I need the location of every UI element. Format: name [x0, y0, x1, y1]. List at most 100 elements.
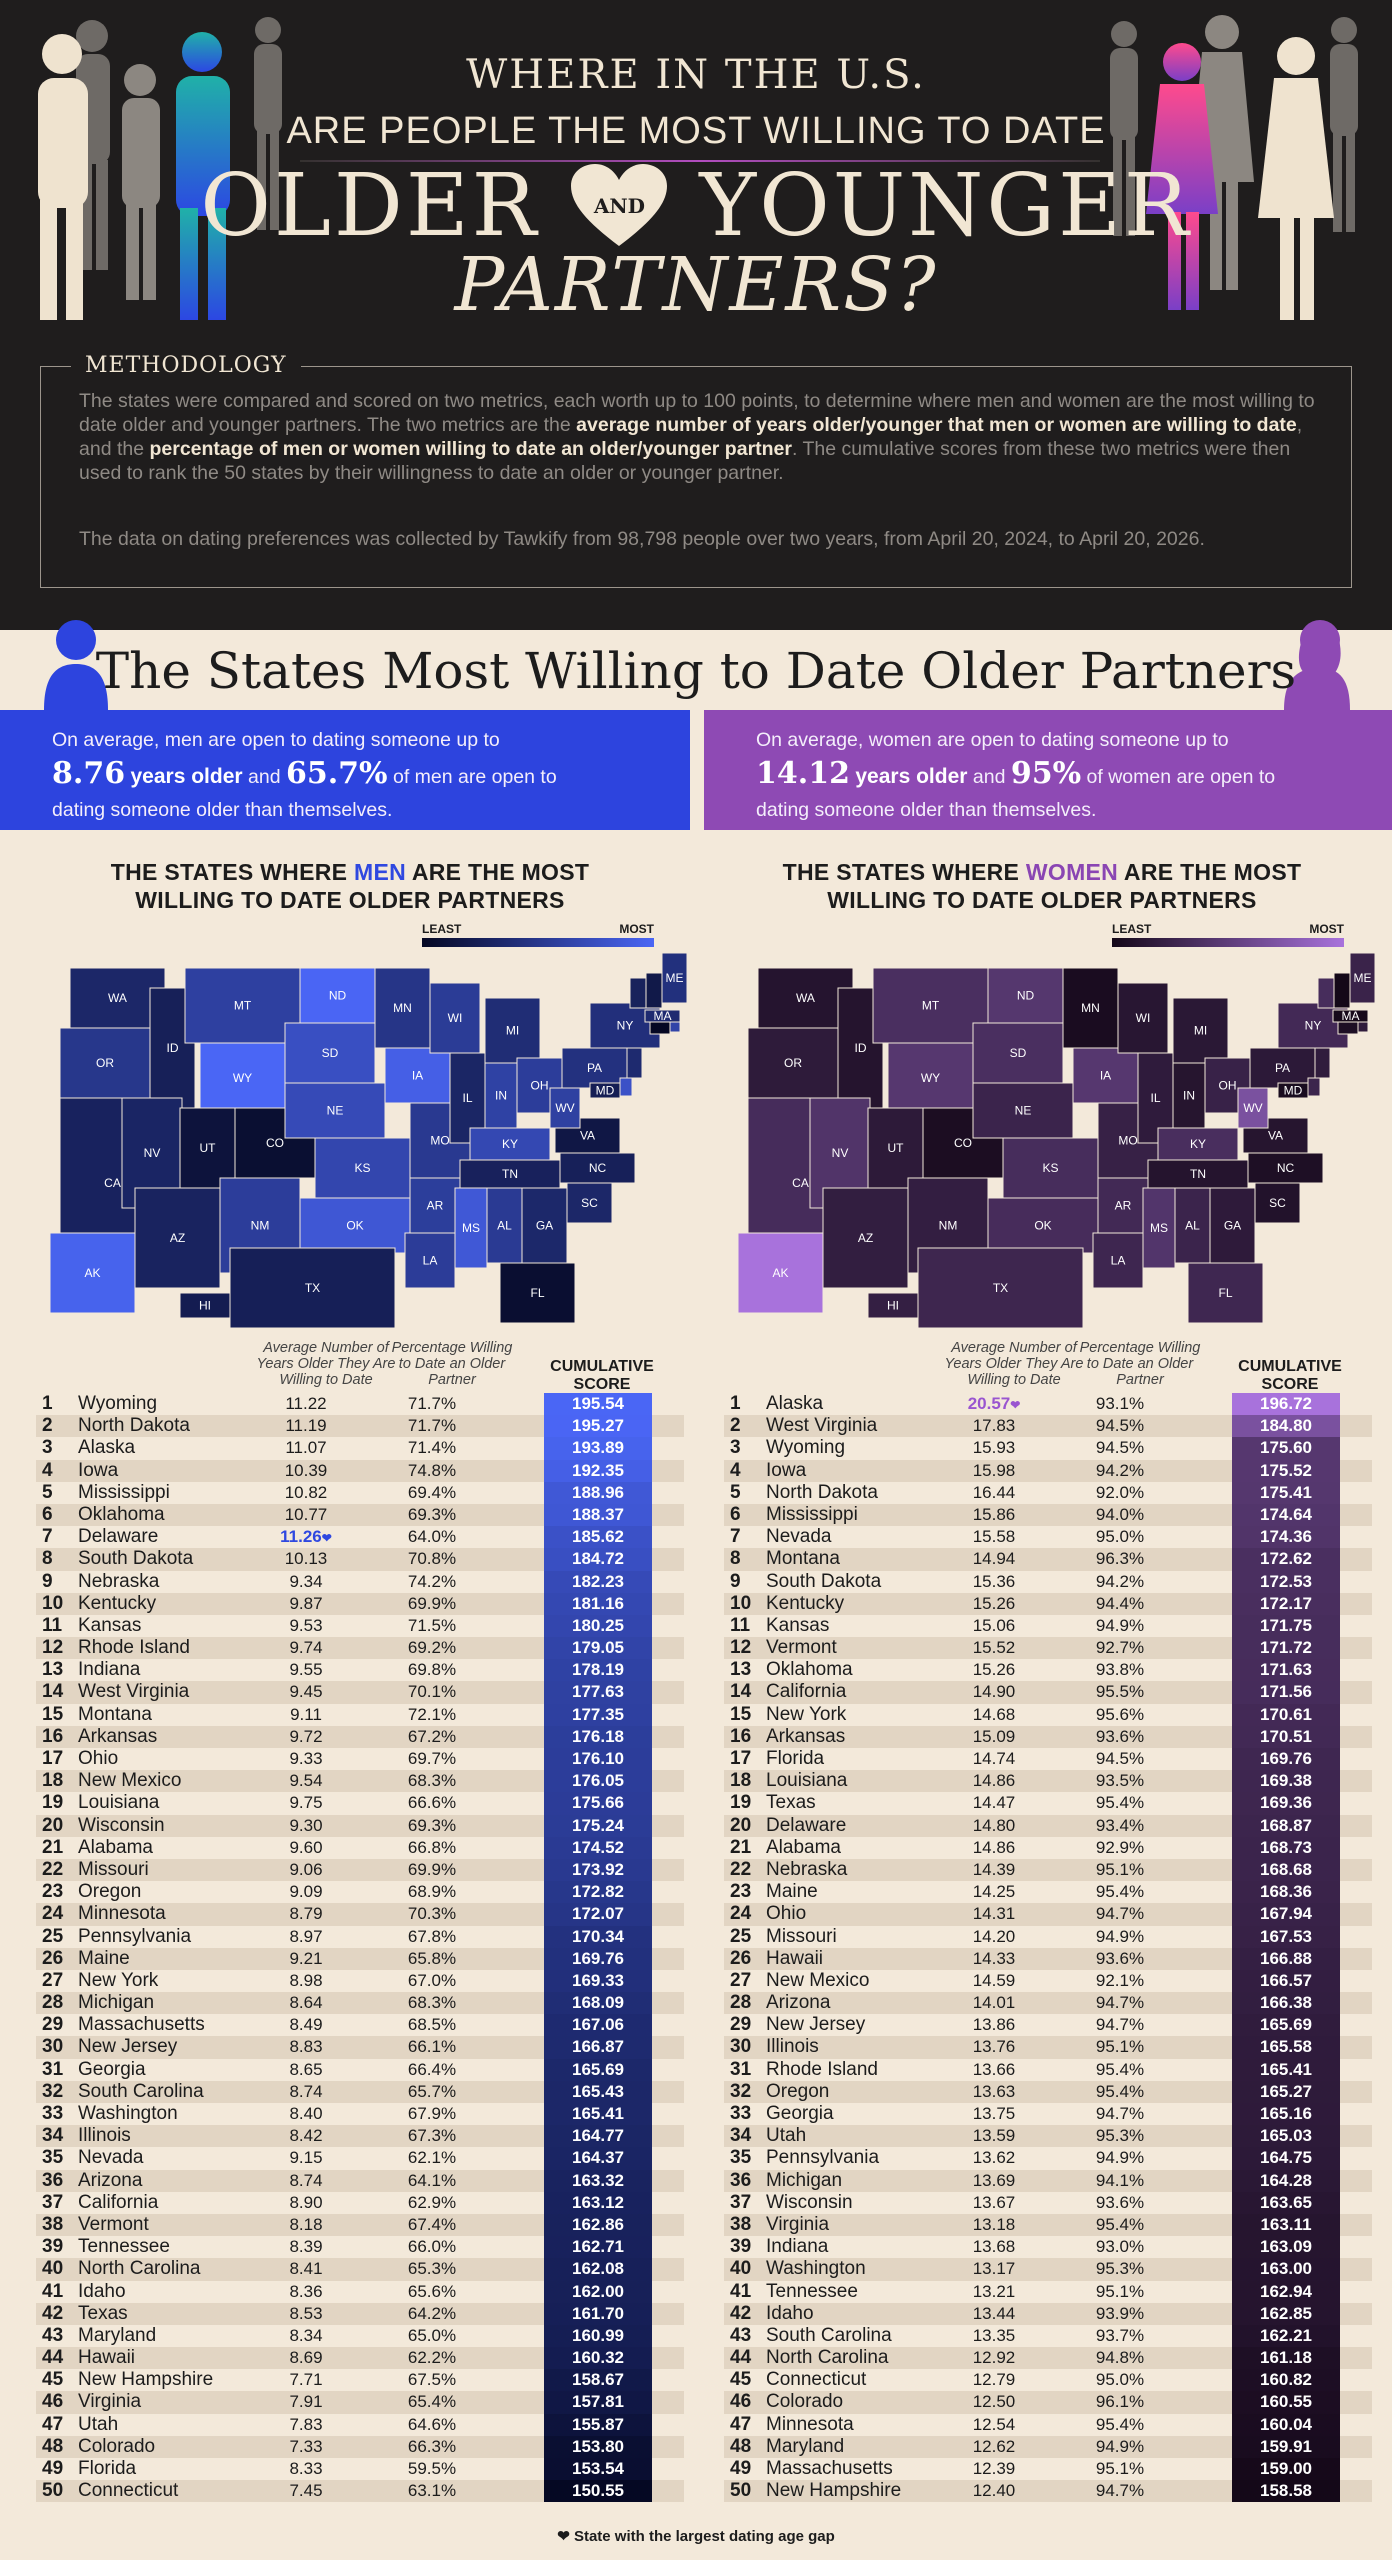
men-state: North Carolina [78, 2258, 201, 2280]
women-map-label: SC [1269, 1196, 1286, 1210]
headline-line-1: WHERE IN THE U.S. [466, 52, 926, 98]
men-state: Utah [78, 2413, 119, 2435]
headline-older: OLDER [200, 156, 540, 256]
women-state: Indiana [766, 2236, 829, 2258]
women-table-row: 8 Montana 14.94 96.3% 172.62 [724, 1548, 1372, 1571]
men-score-cell: 181.16 [544, 1592, 652, 1615]
women-score-cell: 171.56 [1232, 1681, 1340, 1704]
women-years-value: 14.20 [972, 1926, 1016, 1946]
men-table-row: 5 Mississippi 10.82 69.4% 188.96 [36, 1481, 684, 1504]
men-map-label: TN [502, 1167, 518, 1181]
women-state: New Mexico [766, 1969, 870, 1991]
women-map-label: KY [1190, 1137, 1206, 1151]
men-largest-gap-value: 11.26 [280, 1527, 322, 1547]
men-state: New Hampshire [78, 2369, 214, 2391]
women-rank: 8 [730, 1548, 741, 1570]
men-map-state-mn [374, 967, 431, 1049]
women-years-value: 14.80 [972, 1815, 1016, 1835]
women-pct-value: 95.0% [1095, 2370, 1145, 2390]
men-rank: 6 [42, 1503, 53, 1525]
women-score-cell: 170.61 [1232, 1703, 1340, 1726]
women-pct-value: 94.5% [1095, 1416, 1145, 1436]
men-state: Wisconsin [78, 1814, 165, 1836]
women-state: Texas [766, 1792, 816, 1814]
women-score-cell: 167.53 [1232, 1925, 1340, 1948]
men-table-row: 14 West Virginia 9.45 70.1% 177.63 [36, 1681, 684, 1704]
women-score-cell: 165.27 [1232, 2080, 1340, 2103]
men-map-label: MO [430, 1134, 449, 1148]
women-score-header-1: CUMULATIVE [1238, 1358, 1342, 1375]
women-map-label: MI [1194, 1024, 1207, 1038]
women-map-label: IN [1183, 1089, 1195, 1103]
men-pct-value: 65.4% [407, 2392, 457, 2412]
men-years-value: 8.65 [289, 2059, 323, 2079]
women-map-label: NM [939, 1219, 958, 1233]
men-table-row: 38 Vermont 8.18 67.4% 162.86 [36, 2213, 684, 2237]
women-rank: 17 [730, 1748, 752, 1769]
women-table-row: 36 Michigan 13.69 94.1% 164.28 [724, 2169, 1372, 2192]
women-map-label: AZ [858, 1231, 873, 1245]
man-thinking-icon [44, 620, 108, 710]
men-pct-value: 69.2% [407, 1638, 457, 1658]
men-table-row: 27 New York 8.98 67.0% 169.33 [36, 1969, 684, 1993]
women-pct-value: 93.0% [1095, 2237, 1145, 2257]
women-years-value: 12.54 [972, 2414, 1016, 2434]
women-pct-value: 94.9% [1095, 1926, 1145, 1946]
women-rank: 28 [730, 1992, 752, 2014]
men-rank: 10 [42, 1592, 64, 1614]
women-rank: 4 [730, 1459, 741, 1481]
women-pct-value: 95.1% [1095, 1859, 1145, 1879]
men-map-label: CO [266, 1136, 284, 1150]
men-map-state-wi [429, 982, 481, 1054]
women-state: Rhode Island [766, 2058, 878, 2080]
women-score-cell: 165.58 [1232, 2036, 1340, 2059]
women-table-row: 4 Iowa 15.98 94.2% 175.52 [724, 1459, 1372, 1482]
men-rank: 13 [42, 1659, 64, 1681]
men-state: Oklahoma [78, 1503, 165, 1525]
men-table-row: 11 Kansas 9.53 71.5% 180.25 [36, 1614, 684, 1638]
women-pct-value: 92.1% [1095, 1970, 1145, 1990]
women-table-row: 34 Utah 13.59 95.3% 165.03 [724, 2125, 1372, 2148]
men-table-row: 12 Rhode Island 9.74 69.2% 179.05 [36, 1637, 684, 1660]
women-col-years-header: Average Number of Years Older They Are W… [944, 1340, 1084, 1388]
men-state: Arizona [78, 2169, 143, 2191]
men-table-row: 47 Utah 7.83 64.6% 155.87 [36, 2413, 684, 2436]
men-score-cell: 165.41 [544, 2103, 652, 2126]
men-rank: 28 [42, 1992, 64, 2014]
men-pct-value: 59.5% [407, 2459, 457, 2478]
men-state: Louisiana [78, 1792, 160, 1814]
men-pct-value: 69.4% [407, 1482, 457, 1502]
men-map-label: WV [555, 1101, 574, 1115]
women-col-score-header: CUMULATIVE SCORE [1226, 1358, 1354, 1394]
women-score-cell: 174.36 [1232, 1526, 1340, 1549]
women-table-row: 39 Indiana 13.68 93.0% 163.09 [724, 2236, 1372, 2259]
women-years-value: 15.58 [972, 1527, 1016, 1547]
men-state: Georgia [78, 2058, 146, 2080]
men-pct-value: 65.3% [407, 2259, 457, 2279]
women-years-value: 15.98 [972, 1460, 1016, 1480]
men-rank: 44 [42, 2347, 64, 2369]
men-map-state-me [661, 952, 688, 1004]
men-pct-value: 64.6% [407, 2414, 457, 2434]
men-map-state-wa [69, 967, 166, 1029]
women-state: Wyoming [766, 1437, 846, 1459]
men-years-value: 7.83 [289, 2414, 323, 2434]
women-pct-value: 94.7% [1095, 2104, 1145, 2123]
men-pct-value: 68.5% [407, 2015, 457, 2035]
men-score-cell: 195.27 [544, 1415, 652, 1438]
men-map-label: FL [530, 1286, 544, 1300]
women-map-label: UT [888, 1141, 905, 1155]
women-years-value: 13.44 [972, 2303, 1016, 2323]
women-state: Maryland [766, 2435, 845, 2457]
women-table-row: 37 Wisconsin 13.67 93.6% 163.65 [724, 2191, 1372, 2214]
men-rank: 3 [42, 1437, 53, 1459]
men-table-row: 46 Virginia 7.91 65.4% 157.81 [36, 2391, 684, 2414]
men-years-value: 10.39 [284, 1460, 328, 1480]
men-map-state-ut [179, 1107, 236, 1189]
men-rank: 36 [42, 2169, 64, 2191]
women-state: Michigan [766, 2169, 843, 2191]
women-map-state-me [1349, 952, 1376, 1004]
women-state: North Carolina [766, 2347, 889, 2369]
women-largest-gap-value: 20.57 [967, 1394, 1011, 1413]
men-state: Illinois [78, 2125, 131, 2147]
